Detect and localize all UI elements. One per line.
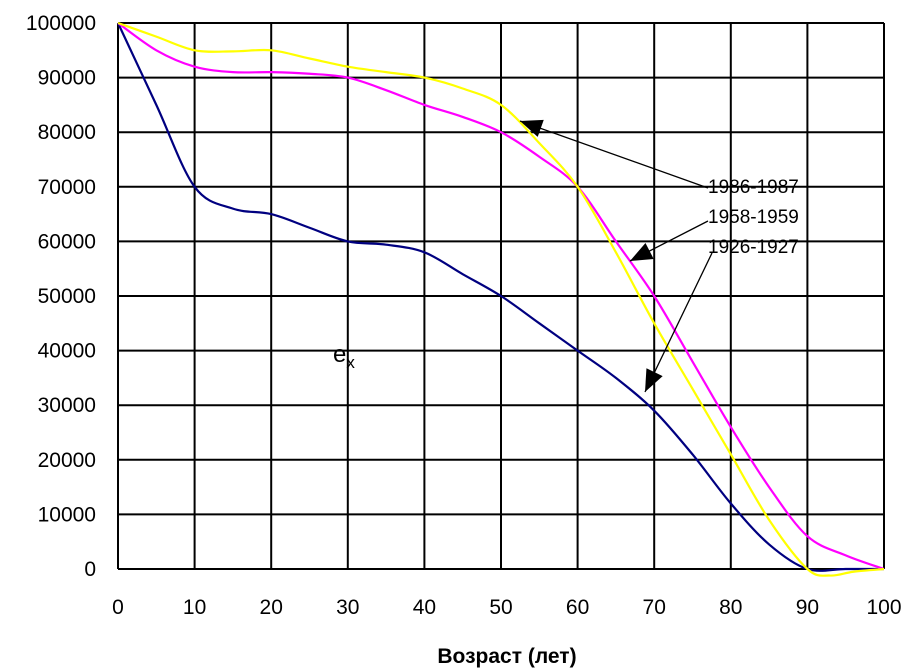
y-axis-ticks: 0 10000 20000 30000 40000 50000 60000 70000 8000… [26,12,96,581]
y-tick-label: 60000 [38,230,96,253]
y-tick-label: 80000 [38,121,96,144]
arrow-1926-1927-head [645,368,663,392]
x-tick-label: 50 [489,596,512,619]
x-tick-label: 10 [183,596,206,619]
ex-annotation-sub: x [346,353,355,372]
y-tick-label: 90000 [38,67,96,90]
arrow-1926-1927-line [644,252,713,393]
y-tick-label: 30000 [38,394,96,417]
x-tick-label: 100 [866,596,901,619]
ex-annotation: ex [333,341,355,372]
x-tick-label: 30 [336,596,359,619]
x-tick-label: 60 [566,596,589,619]
arrow-1986-1987-head [520,119,544,137]
series-labels: 1986-1987 1958-1959 1926-1927 [708,177,799,258]
x-tick-label: 90 [796,596,819,619]
arrow-1986-1987-line [519,120,709,189]
x-axis-label: Возраст (лет) [437,645,576,668]
series-label-1958-1959: 1958-1959 [708,207,799,228]
y-tick-label: 70000 [38,176,96,199]
y-tick-label: 10000 [38,503,96,526]
y-tick-label: 40000 [38,340,96,363]
y-tick-label: 20000 [38,449,96,472]
x-tick-label: 80 [719,596,742,619]
y-tick-label: 100000 [26,12,96,35]
x-tick-label: 70 [643,596,666,619]
series-label-1986-1987: 1986-1987 [708,177,799,198]
y-tick-label: 0 [84,558,96,581]
arrow-1958-1959-head [630,242,654,261]
annotations: ex [333,341,355,372]
callout-arrows [519,119,713,393]
series-line-1926-1927 [117,22,884,572]
series-label-1926-1927: 1926-1927 [708,237,799,258]
series-line-1958-1959 [117,22,885,571]
x-tick-label: 40 [413,596,436,619]
series-line-1986-1987 [117,21,885,577]
ex-annotation-main: e [333,341,346,368]
x-tick-label: 0 [112,596,124,619]
x-tick-label: 20 [260,596,283,619]
x-axis-ticks: 0 10 20 30 40 50 60 70 80 90 100 [112,596,901,619]
series-lines [117,21,885,577]
y-tick-label: 50000 [38,285,96,308]
